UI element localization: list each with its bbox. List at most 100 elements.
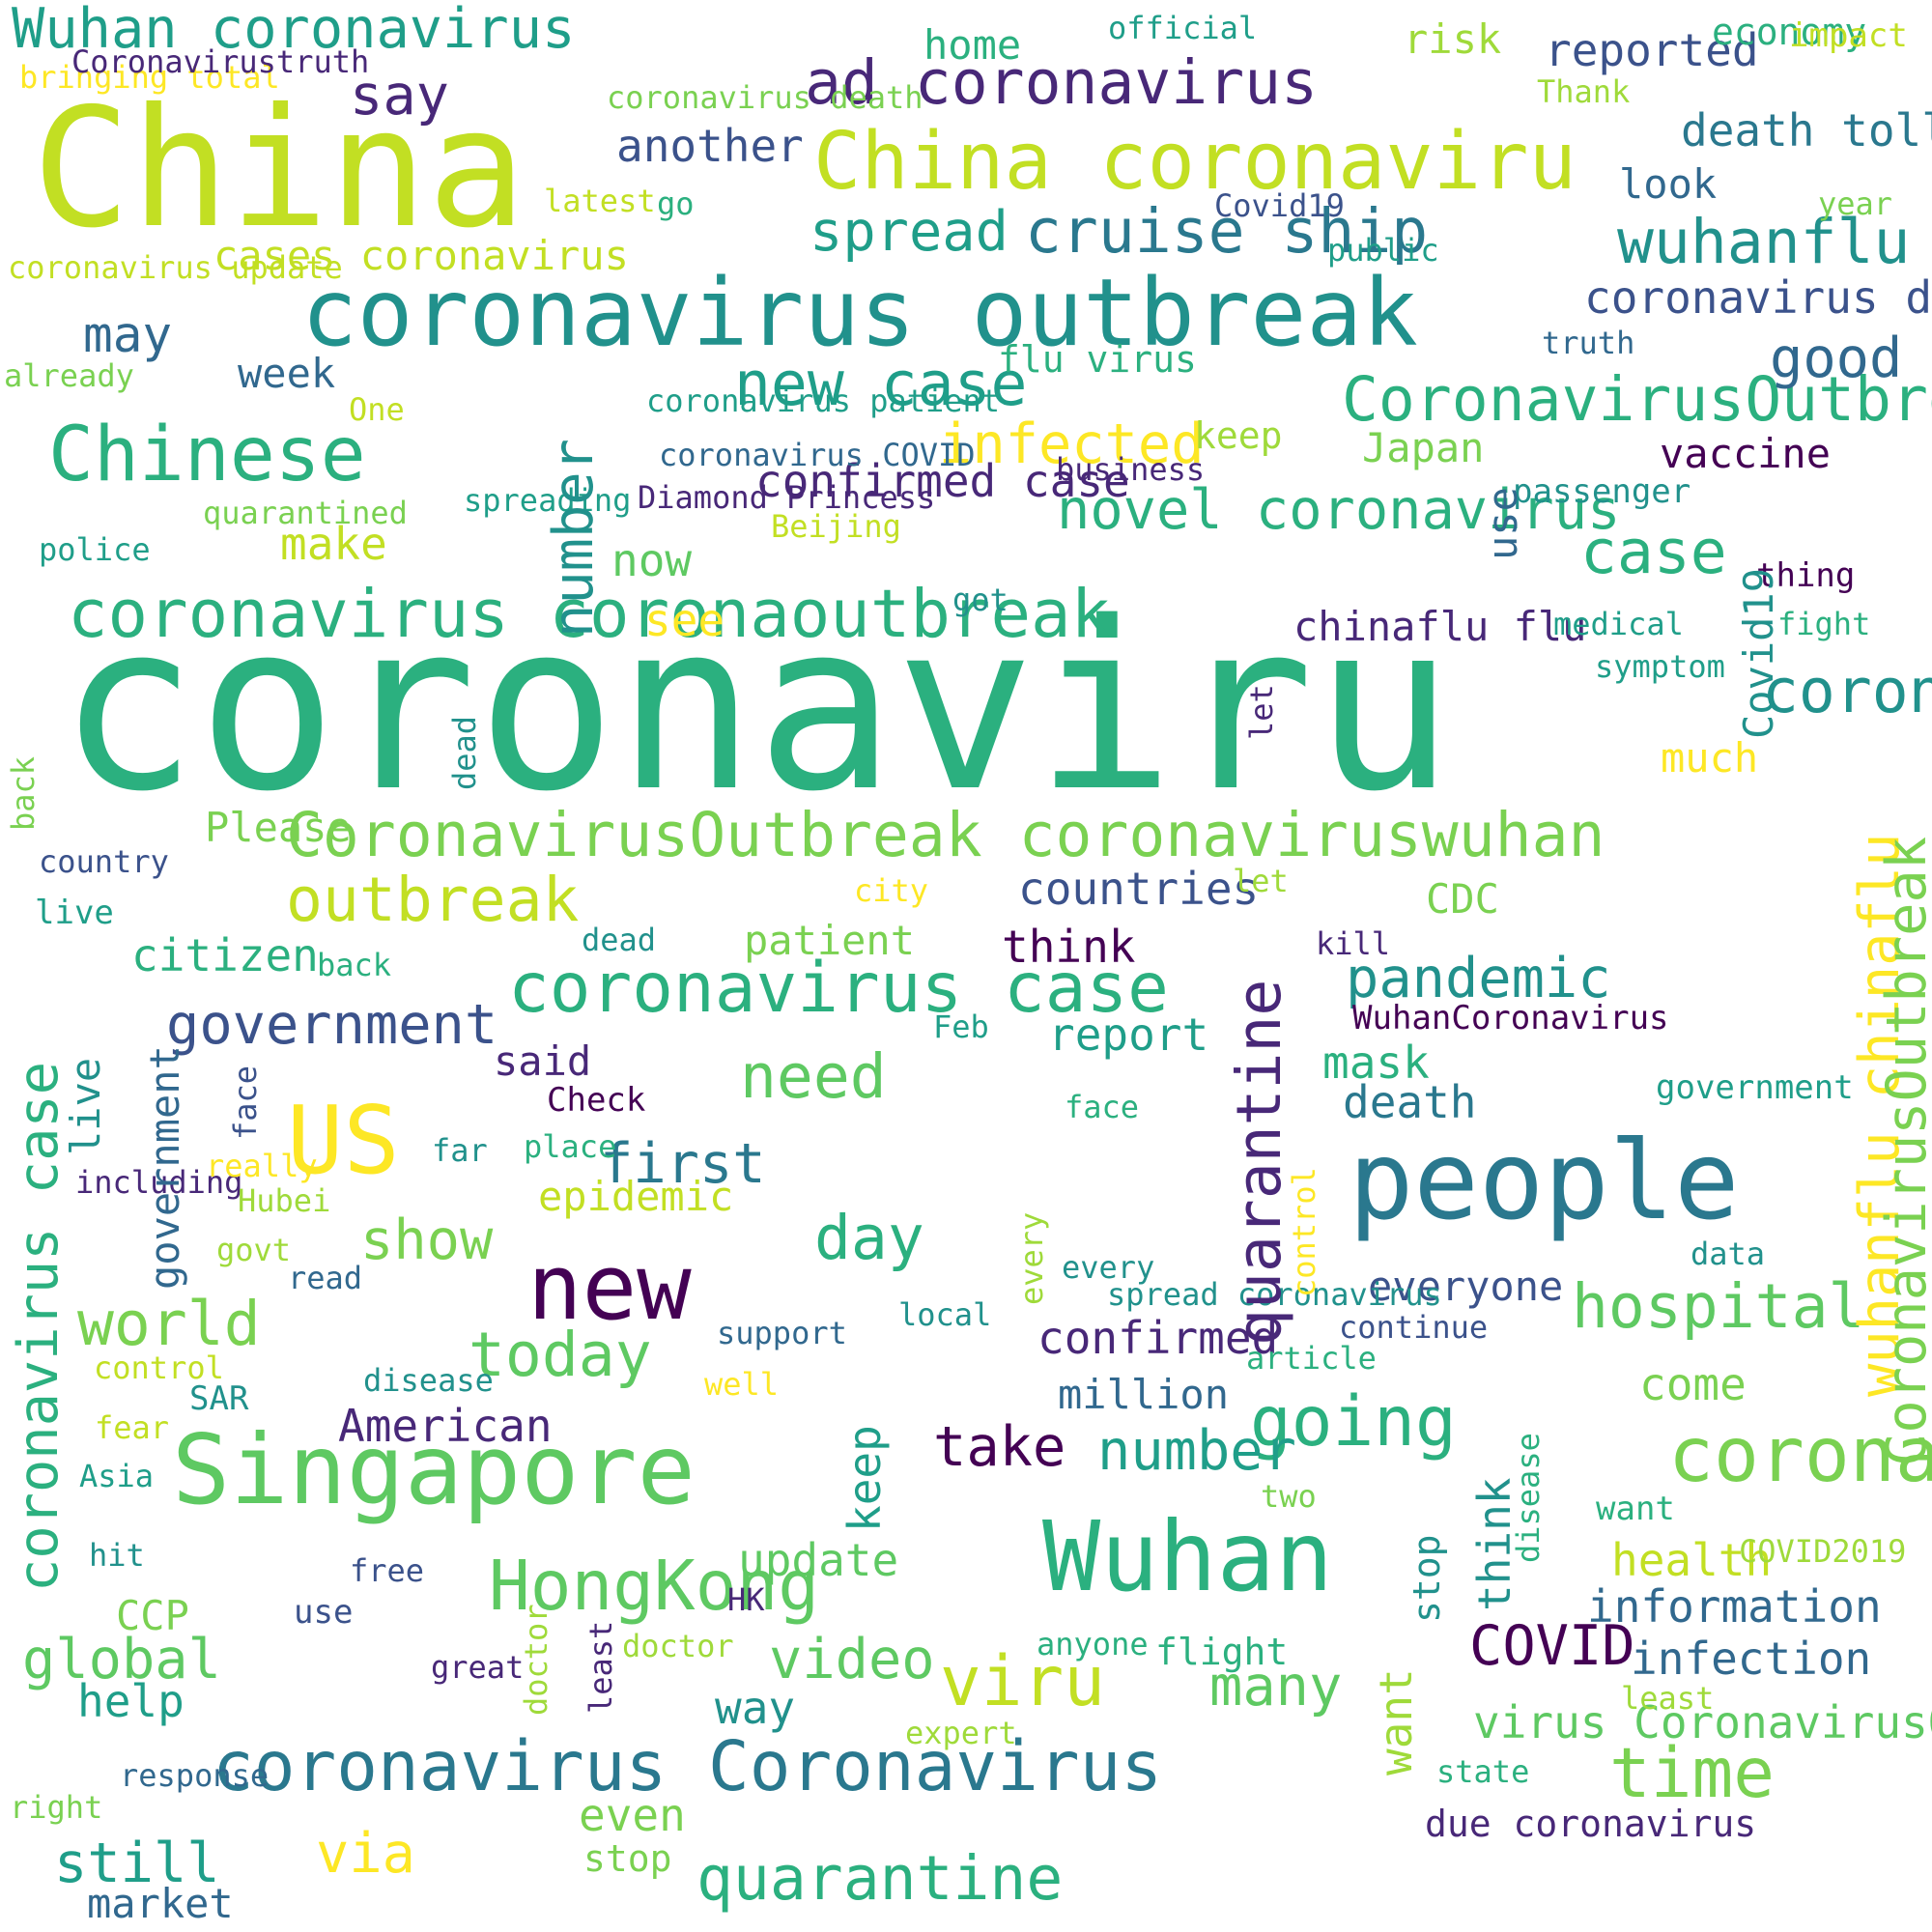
word-feb: spreading bbox=[464, 482, 632, 519]
word-good: case bbox=[1580, 517, 1727, 587]
word-corona-virus: pandemic bbox=[1346, 947, 1611, 1010]
word-another: vaccine bbox=[1660, 430, 1832, 477]
word-coronaviru: coronaviru bbox=[58, 572, 1454, 842]
word-coronavirustruth: disease bbox=[1510, 1433, 1547, 1563]
word-show: many bbox=[1209, 1655, 1343, 1719]
word-lot: response bbox=[120, 1757, 270, 1794]
word-coronavirus-death: WuhanCoronavirus bbox=[1352, 999, 1669, 1037]
word-truth: government bbox=[1656, 1068, 1854, 1107]
word-hubei: fight bbox=[1777, 606, 1871, 642]
word-well: Covid19 bbox=[1735, 567, 1782, 739]
word-market: million bbox=[1058, 1371, 1230, 1418]
word-give: disease bbox=[363, 1362, 494, 1399]
word-state: continue bbox=[1339, 1309, 1489, 1346]
word-seem: Coronavirustruth bbox=[71, 43, 370, 80]
word-report: think bbox=[1002, 921, 1136, 973]
word-confirmed-case: help bbox=[77, 1675, 185, 1727]
word-right: article bbox=[1246, 1340, 1377, 1377]
word-update: via bbox=[316, 1822, 415, 1886]
word-government: global bbox=[22, 1628, 221, 1691]
word-new-case: CoronavirusOutbreak bbox=[1342, 364, 1932, 435]
word-dead: coronavirus COVID bbox=[659, 437, 976, 473]
word-official: live bbox=[35, 894, 114, 932]
word-look: health bbox=[1611, 1534, 1773, 1586]
word-find: doctor bbox=[622, 1628, 734, 1664]
word-epidemic: see bbox=[644, 594, 725, 646]
word-pandemic: government bbox=[166, 993, 498, 1057]
word-free: including bbox=[75, 1164, 243, 1201]
word-china: China bbox=[32, 73, 526, 265]
word-world: time bbox=[1609, 1733, 1775, 1813]
word-sar: government bbox=[141, 1045, 188, 1290]
word-information: coronavirus douglesdigital bbox=[1584, 271, 1932, 324]
word-coronavirus-update: passenger bbox=[1513, 472, 1691, 511]
word-kill: business bbox=[1056, 451, 1206, 488]
word-hongkong: coronavirus case bbox=[508, 948, 1169, 1028]
word-wuhan-china: least bbox=[1621, 1680, 1715, 1717]
word-disease: kill bbox=[1316, 925, 1391, 962]
word-ad-coronavirus: outbreak bbox=[286, 865, 580, 935]
word-public: want bbox=[1596, 1490, 1675, 1528]
word-wuhan: Wuhan bbox=[1042, 1500, 1334, 1613]
word-think: confirmed bbox=[1037, 1312, 1279, 1364]
word-got: economy bbox=[1712, 11, 1867, 53]
word-thing: want bbox=[1370, 1668, 1422, 1776]
word-japan: citizen bbox=[131, 929, 319, 981]
word-chinese: Chinese bbox=[48, 412, 366, 498]
word-spread: new case bbox=[734, 349, 1028, 419]
word-yet: fear bbox=[95, 1409, 170, 1446]
word-scientist: expert bbox=[905, 1715, 1017, 1751]
word-watch: anyone bbox=[1037, 1626, 1149, 1662]
word-risk: much bbox=[1661, 734, 1759, 781]
word-via: spread bbox=[810, 200, 1009, 264]
word-expert: local bbox=[898, 1296, 992, 1333]
word-govt: symptom bbox=[1595, 648, 1725, 685]
word-testing: HK bbox=[727, 1581, 765, 1618]
word-flu-virus: week bbox=[238, 350, 336, 397]
word-fight: latest bbox=[544, 183, 656, 219]
word-cdc: countries bbox=[1018, 863, 1260, 915]
word-day: going bbox=[1250, 1381, 1457, 1462]
word-patient: make bbox=[280, 518, 387, 570]
word-new: new bbox=[527, 1236, 692, 1341]
word-use: keep bbox=[1194, 414, 1283, 457]
word-need: HongKong bbox=[489, 1546, 819, 1626]
word-don: COVID2019 bbox=[1739, 1533, 1907, 1570]
word-read: let bbox=[1243, 684, 1280, 740]
word-two: far bbox=[432, 1132, 488, 1169]
word-covid: still bbox=[54, 1832, 220, 1895]
word-symptom: public bbox=[1327, 232, 1439, 269]
word-everyone: epidemic bbox=[538, 1173, 734, 1220]
word-singapore: Singapore bbox=[172, 1413, 696, 1526]
word-medical: go bbox=[657, 185, 695, 222]
word-getting: right bbox=[10, 1789, 103, 1826]
word-due-coronavirus: cases coronavirus bbox=[213, 232, 629, 279]
word-now: number bbox=[1097, 1419, 1296, 1483]
word-death: confirmed case bbox=[755, 455, 1130, 507]
word-coronavirus-outbreak: coronavirus outbreak bbox=[301, 259, 1418, 367]
word-control: back bbox=[317, 947, 392, 983]
word-live: look bbox=[1619, 160, 1718, 208]
word-local: country bbox=[39, 843, 169, 880]
word-today: world bbox=[77, 1289, 261, 1359]
word-say: corona virus bbox=[1762, 656, 1932, 726]
word-spread-coronavirus: back bbox=[5, 755, 42, 831]
word-continue: let bbox=[1233, 863, 1289, 899]
word-way: report bbox=[1048, 1009, 1209, 1061]
word-chinaflu-flu: American bbox=[338, 1400, 553, 1452]
word-die: great bbox=[431, 1649, 525, 1686]
word-help: take bbox=[933, 1415, 1066, 1479]
word-video: say bbox=[350, 64, 449, 128]
word-people: people bbox=[1349, 1119, 1740, 1244]
word-even: show bbox=[360, 1208, 494, 1272]
word-coronavirus-douglesdigital: now bbox=[611, 534, 693, 586]
word-fear: face bbox=[1065, 1089, 1140, 1125]
word-many: good bbox=[1770, 327, 1903, 390]
word-thank: CCP bbox=[116, 1592, 189, 1639]
word-may: COVID bbox=[1469, 1614, 1635, 1678]
word-want: risk bbox=[1404, 15, 1502, 63]
word-anyone: govt bbox=[216, 1232, 292, 1268]
word-ncov: year bbox=[1818, 185, 1893, 222]
word-diamond-princess: well bbox=[704, 1366, 780, 1403]
word-outbreak: coronavirus coronaoutbreak bbox=[68, 576, 1112, 653]
